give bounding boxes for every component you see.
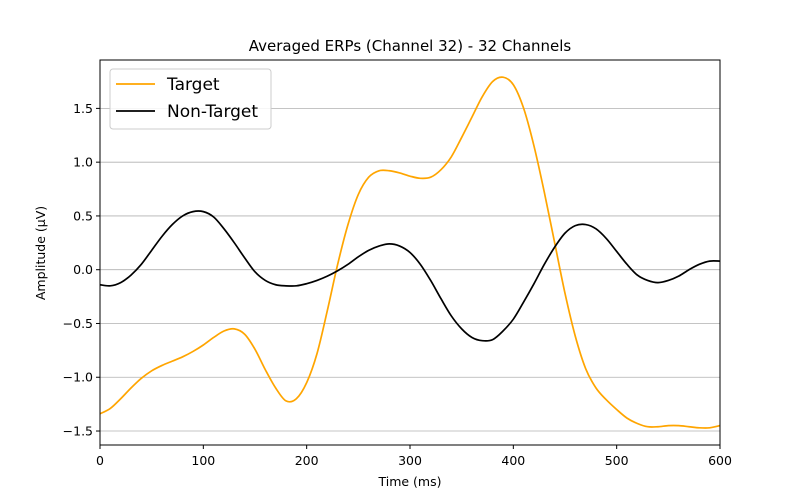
y-tick-label: 1.5 <box>73 101 93 116</box>
y-axis-label: Amplitude (μV) <box>33 206 48 300</box>
y-tick-label: 0.0 <box>73 262 93 277</box>
y-tick-label: −0.5 <box>63 316 93 331</box>
series-line-1 <box>99 210 721 342</box>
y-tick-label: 1.0 <box>73 155 93 170</box>
series-lines <box>99 76 721 429</box>
x-tick-label: 0 <box>96 453 104 468</box>
y-tick-label: 0.5 <box>73 208 93 223</box>
legend-label: Non-Target <box>167 102 258 122</box>
x-tick-label: 500 <box>605 453 629 468</box>
x-axis-label: Time (ms) <box>377 474 441 489</box>
chart-title: Averaged ERPs (Channel 32) - 32 Channels <box>249 37 572 55</box>
legend: Target Non-Target <box>109 68 272 130</box>
x-tick-label: 600 <box>708 453 732 468</box>
y-axis-ticks: −1.5 −1.0 −0.5 0.0 0.5 1.0 1.5 <box>63 101 100 439</box>
y-tick-label: −1.5 <box>63 424 93 439</box>
series-line-0 <box>99 76 721 429</box>
y-tick-label: −1.0 <box>63 370 93 385</box>
x-axis-ticks: 0 100 200 300 400 500 600 <box>96 445 732 468</box>
x-tick-label: 400 <box>501 453 525 468</box>
x-tick-label: 200 <box>295 453 319 468</box>
x-tick-label: 300 <box>398 453 422 468</box>
gridlines <box>100 107 720 432</box>
legend-label: Target <box>166 75 220 95</box>
x-tick-label: 100 <box>191 453 215 468</box>
